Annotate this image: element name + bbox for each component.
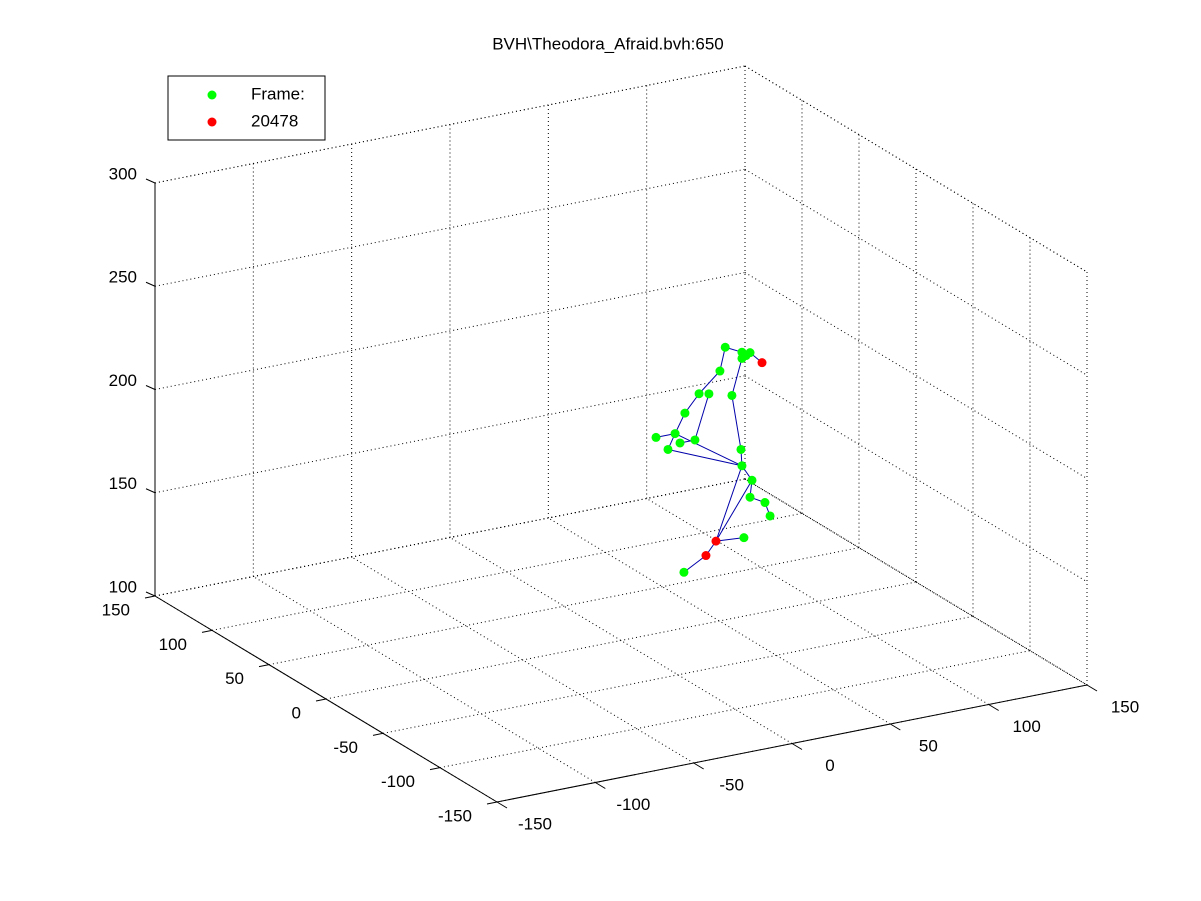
- joint-marker: [704, 389, 714, 399]
- y-tick-label: 50: [225, 669, 244, 688]
- joint-marker: [675, 438, 685, 448]
- x-tick-label: 100: [1012, 717, 1040, 736]
- joint-marker: [663, 444, 673, 454]
- skeleton-link: [674, 433, 743, 467]
- chart-title: BVH\Theodora_Afraid.bvh:650: [492, 34, 724, 53]
- joint-marker: [737, 461, 747, 471]
- joint-marker: [670, 429, 680, 439]
- skeleton-link: [667, 448, 743, 467]
- joint-marker: [741, 351, 751, 361]
- skeleton-link: [731, 395, 742, 450]
- x-tick-label: 50: [919, 736, 938, 755]
- grid-line: [268, 547, 860, 666]
- joint-marker: [747, 475, 757, 485]
- grid-line: [744, 168, 1088, 376]
- x-tick-label: 150: [1111, 697, 1139, 716]
- legend-marker: [207, 117, 217, 127]
- joint-marker: [711, 536, 721, 546]
- skeleton-link: [683, 555, 707, 573]
- joint-marker: [690, 435, 700, 445]
- skeleton-link: [715, 537, 744, 542]
- grid-line: [744, 272, 1088, 479]
- z-tick-label: 150: [109, 474, 137, 493]
- legend-label: 20478: [251, 111, 298, 130]
- joint-marker: [760, 498, 770, 508]
- y-tick: [315, 698, 327, 702]
- z-tick-label: 200: [109, 371, 137, 390]
- legend: Frame: 20478: [167, 75, 326, 141]
- joint-marker: [727, 390, 737, 400]
- legend-marker: [207, 90, 217, 100]
- grid-line: [211, 512, 803, 631]
- x-tick: [595, 782, 606, 789]
- legend-label: Frame:: [251, 84, 305, 103]
- z-tick-label: 100: [109, 577, 137, 596]
- grid-line: [154, 168, 746, 287]
- skeleton-link: [698, 370, 721, 395]
- skeleton-link: [694, 393, 710, 441]
- y-tick-label: 0: [292, 703, 301, 722]
- joint-marker: [720, 342, 730, 352]
- z-tick-label: 250: [109, 268, 137, 287]
- grid-line: [154, 375, 746, 494]
- grid-line: [646, 498, 989, 705]
- y-tick: [429, 767, 441, 771]
- y-tick-label: -100: [381, 772, 415, 791]
- grid-line: [154, 272, 746, 390]
- z-tick: [145, 488, 156, 494]
- x-tick: [496, 801, 508, 809]
- joint-marker: [715, 366, 725, 376]
- x-tick: [1086, 684, 1098, 692]
- legend-box: [167, 75, 326, 141]
- skeleton-link: [731, 358, 743, 396]
- x-tick: [693, 762, 704, 770]
- x-tick: [791, 743, 803, 750]
- joint-marker: [765, 511, 775, 521]
- joint-marker: [679, 567, 689, 577]
- grid-line: [154, 478, 746, 597]
- joint-marker: [694, 389, 704, 399]
- z-tick: [145, 178, 156, 184]
- joint-marker: [736, 444, 746, 454]
- y-tick: [144, 595, 156, 599]
- skeleton-link: [715, 465, 743, 542]
- z-tick-label: 300: [109, 164, 137, 183]
- grid-line: [439, 650, 1031, 769]
- grid-line: [744, 375, 1088, 583]
- z-tick: [145, 591, 156, 597]
- joint-marker: [701, 551, 711, 561]
- y-tick: [372, 732, 384, 736]
- joint-marker: [680, 408, 690, 418]
- skeleton-link: [715, 480, 753, 542]
- grid-line: [382, 615, 974, 734]
- y-tick-label: 100: [159, 635, 187, 654]
- x-tick-label: -50: [719, 775, 744, 794]
- y-tick: [201, 629, 213, 633]
- y-tick-label: -150: [438, 806, 472, 825]
- x-tick-label: -150: [518, 814, 552, 833]
- grid-line: [154, 65, 746, 184]
- y-tick-label: 150: [102, 600, 130, 619]
- x-tick-label: -100: [616, 795, 650, 814]
- joint-marker: [651, 432, 661, 442]
- grid-line: [325, 581, 917, 700]
- joint-marker: [739, 533, 749, 543]
- joint-marker: [745, 492, 755, 502]
- z-tick: [145, 385, 156, 390]
- grid-line: [744, 478, 1088, 686]
- y-tick: [486, 801, 498, 805]
- x-tick-label: 0: [825, 756, 834, 775]
- x-tick: [890, 723, 901, 731]
- joint-marker: [757, 358, 767, 368]
- y-tick: [258, 664, 270, 668]
- x-tick: [988, 704, 999, 711]
- z-tick: [145, 281, 156, 287]
- grid-line: [744, 65, 1088, 273]
- y-tick-label: -50: [333, 738, 358, 757]
